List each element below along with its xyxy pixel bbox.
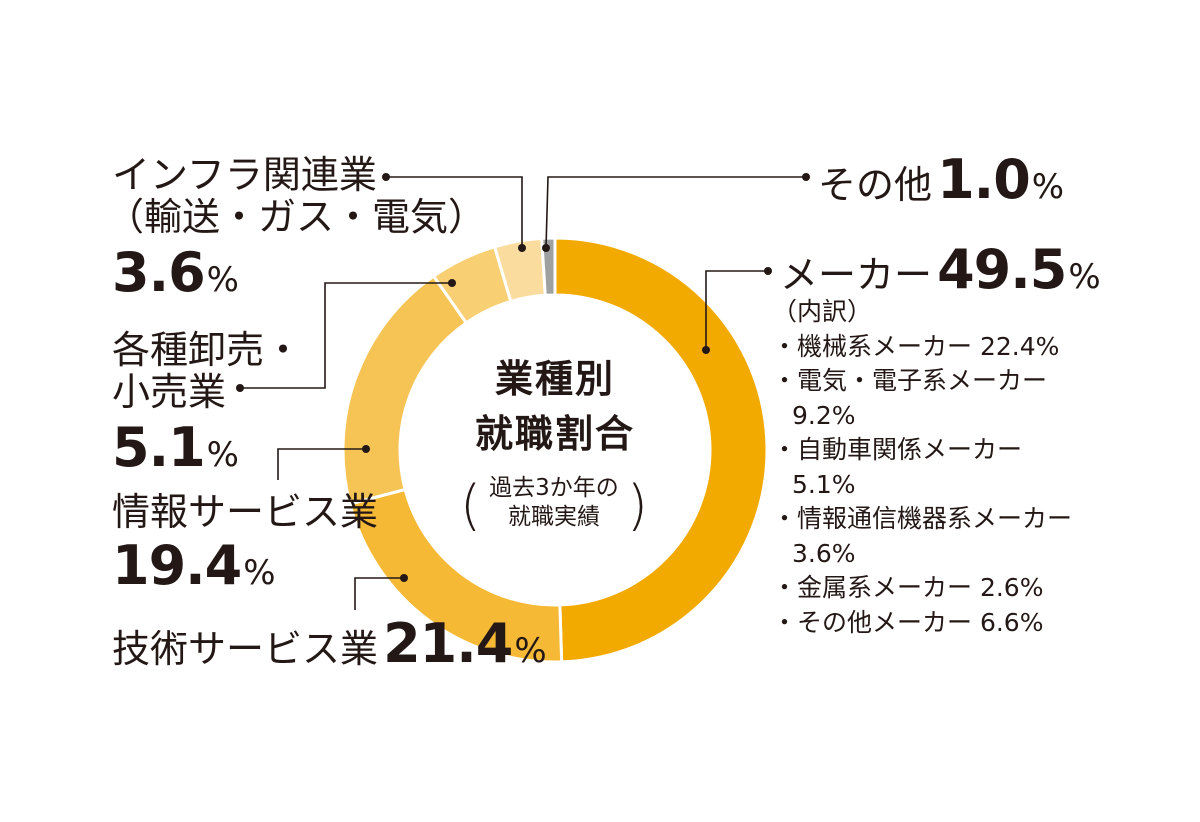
leader-dot-tech-slice	[400, 574, 408, 582]
leader-dot-retail-slice	[448, 279, 456, 287]
leader-line-retail	[240, 282, 452, 389]
label-retail-line-1: 各種卸売・	[112, 328, 303, 372]
label-infra-line-1: インフラ関連業	[112, 153, 377, 197]
label-retail-unit: %	[206, 434, 239, 475]
breakdown-row: ・電気・電子系メーカー	[772, 366, 1048, 395]
leader-dot-info-slice	[362, 445, 370, 453]
label-infra-unit: %	[206, 259, 239, 300]
label-infra-line-2: （輸送・ガス・電気）	[106, 194, 487, 239]
label-infra-pct: 3.6	[112, 240, 206, 304]
label-maker: メーカー 49.5%	[780, 240, 1101, 299]
breakdown-row: ・情報通信機器系メーカー	[772, 504, 1073, 533]
leader-dot-maker-label	[764, 267, 772, 275]
label-tech: 技術サービス業 21.4%	[112, 614, 547, 673]
label-other-unit: %	[1031, 167, 1065, 207]
breakdown-row: 9.2%	[792, 400, 856, 430]
leader-dot-retail-label	[236, 384, 244, 392]
label-other-name: その他	[818, 163, 933, 207]
chart-title-line-2: 就職割合	[474, 412, 635, 457]
label-info: 情報サービス業 19.4%	[112, 490, 379, 595]
leader-line-other	[545, 176, 806, 249]
label-maker-name: メーカー	[780, 253, 933, 297]
leader-dot-other-label	[802, 173, 810, 181]
chart-subtitle: ( 過去3か年の 就職実績 )	[460, 474, 648, 538]
label-retail-pct: 5.1	[112, 415, 206, 479]
label-info-value: 19.4%	[112, 536, 378, 595]
label-maker-value: 49.5	[937, 238, 1067, 301]
breakdown-row: ・その他メーカー 6.6%	[772, 607, 1044, 637]
breakdown-row: 5.1%	[792, 469, 856, 499]
label-tech-name: 技術サービス業	[112, 627, 379, 671]
label-info-name: 情報サービス業	[112, 490, 379, 534]
close-bracket-icon: )	[626, 474, 648, 537]
label-info-unit: %	[243, 552, 275, 593]
leader-dot-infra-slice	[518, 244, 526, 252]
breakdown-row: 3.6%	[792, 538, 856, 568]
leader-line-info	[277, 448, 366, 480]
breakdown-row: ・金属系メーカー 2.6%	[772, 573, 1044, 602]
open-bracket-icon: (	[460, 474, 482, 537]
chart-subtitle-text: 過去3か年の 就職実績	[468, 474, 640, 532]
breakdown-row: ・自動車関係メーカー	[772, 435, 1023, 464]
label-retail-line-2: 小売業	[112, 369, 227, 414]
breakdown-heading: （内訳）	[772, 297, 873, 326]
label-other-value: 1.0	[937, 148, 1031, 211]
leader-dots	[236, 173, 810, 582]
label-retail-value: 5.1%	[112, 415, 302, 479]
label-tech-value: 21.4	[383, 612, 513, 675]
chart-subtitle-line-1: 過去3か年の	[489, 475, 619, 501]
label-other: その他 1.0%	[818, 150, 1064, 209]
chart-title: 業種別 就職割合	[438, 352, 672, 462]
leader-dot-other-slice	[542, 244, 550, 252]
leader-lines	[240, 176, 806, 610]
leader-line-tech	[354, 577, 404, 610]
label-infra: インフラ関連業 （輸送・ガス・電気） 3.6%	[106, 153, 486, 304]
breakdown-row: ・機械系メーカー 22.4%	[772, 331, 1060, 361]
chart-title-line-1: 業種別	[494, 357, 615, 401]
leader-dot-infra-label	[382, 173, 390, 181]
maker-breakdown: （内訳） ・機械系メーカー 22.4% ・電気・電子系メーカー 9.2% ・自動…	[772, 295, 1072, 640]
donut-slice-0	[553, 236, 769, 664]
label-maker-unit: %	[1068, 257, 1101, 297]
label-tech-unit: %	[514, 631, 547, 671]
leader-line-maker	[705, 270, 768, 350]
chart-subtitle-line-2: 就職実績	[508, 503, 600, 530]
label-info-pct: 19.4	[112, 533, 242, 597]
leader-dot-maker-slice	[702, 346, 710, 354]
label-infra-value: 3.6%	[112, 240, 486, 304]
leader-line-infra	[386, 176, 523, 248]
label-retail: 各種卸売・ 小売業 5.1%	[112, 328, 303, 479]
